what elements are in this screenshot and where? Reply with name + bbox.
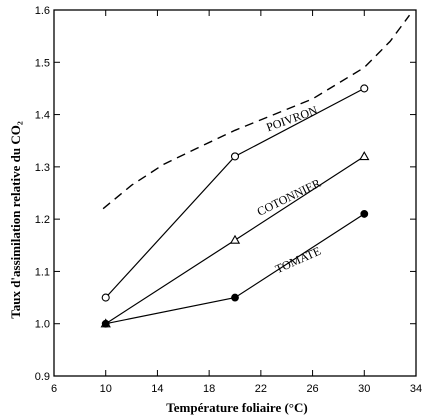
y-tick-label: 1.3: [35, 162, 50, 174]
data-point: [360, 84, 369, 93]
x-tick-label: 34: [410, 383, 422, 395]
x-tick-label: 10: [100, 383, 112, 395]
x-axis-title: Température foliaire (°C): [166, 400, 307, 415]
data-point: [229, 234, 241, 244]
y-axis-ticks: 0.9 1.0 1.1 1.2 1.3 1.4 1.5 1.6: [35, 5, 416, 383]
y-tick-label: 1.6: [35, 5, 50, 17]
series-line-tomate: [105, 213, 365, 325]
x-tick-label: 22: [255, 383, 267, 395]
series-line-poivron: [105, 87, 365, 299]
x-tick-label: 6: [51, 383, 57, 395]
x-tick-label: 14: [151, 383, 163, 395]
series-line-dashed-3: [102, 14, 411, 210]
y-tick-label: 1.4: [35, 110, 50, 122]
plot-frame: [53, 9, 417, 377]
data-point: [230, 152, 240, 161]
x-tick-label: 18: [203, 383, 215, 395]
plot-area-border: [53, 9, 417, 377]
y-tick-label: 1.1: [35, 266, 50, 278]
x-tick-label: 26: [306, 383, 318, 395]
y-tick-label: 1.5: [35, 57, 50, 69]
x-axis-ticks: 6 10 14 18 22 26 30 34: [51, 10, 422, 395]
data-point: [359, 151, 370, 161]
data-point: [360, 210, 369, 218]
y-tick-label: 1.2: [35, 214, 50, 226]
series-label-tomate: TOMATE: [273, 244, 323, 276]
y-tick-label: 0.9: [35, 371, 50, 383]
y-axis-title: Taux d'assimilation relative du CO₂: [8, 121, 23, 319]
x-tick-label: 30: [358, 383, 370, 395]
series-layer: [100, 14, 411, 328]
data-point: [231, 293, 239, 302]
series-label-cotonnier: COTONNIER: [255, 176, 323, 219]
data-point: [101, 293, 110, 302]
y-tick-label: 1.0: [35, 319, 50, 331]
data-point: [101, 319, 110, 328]
